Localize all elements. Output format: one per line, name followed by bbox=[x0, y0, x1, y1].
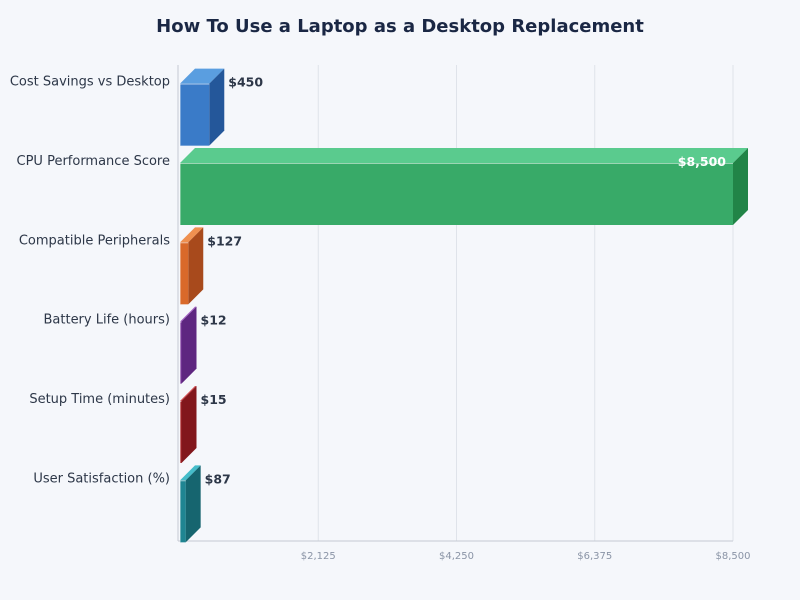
x-tick-label: $2,125 bbox=[301, 551, 336, 562]
x-tick-label: $6,375 bbox=[577, 551, 612, 562]
bar-5 bbox=[180, 465, 201, 543]
bar-top-face bbox=[180, 68, 225, 84]
bar-front-face bbox=[180, 480, 186, 543]
bar-top-face bbox=[180, 227, 204, 243]
category-label: Setup Time (minutes) bbox=[29, 392, 170, 407]
bar-front-face bbox=[180, 321, 182, 384]
category-label: Battery Life (hours) bbox=[43, 313, 170, 328]
bar-side-face bbox=[181, 386, 197, 463]
value-label: $450 bbox=[228, 75, 263, 90]
value-label: $15 bbox=[201, 392, 227, 407]
chart-title: How To Use a Laptop as a Desktop Replace… bbox=[156, 16, 644, 37]
bar-4 bbox=[180, 386, 197, 463]
bar-side-face bbox=[733, 148, 748, 225]
bar-front-face bbox=[180, 242, 189, 305]
category-label: User Satisfaction (%) bbox=[33, 471, 170, 486]
bar-1 bbox=[180, 148, 748, 225]
category-label: Cost Savings vs Desktop bbox=[10, 75, 170, 90]
bar-side-face bbox=[181, 306, 197, 384]
bar-2 bbox=[180, 227, 204, 305]
bar-top-face bbox=[180, 386, 197, 401]
bar-front-face bbox=[180, 401, 182, 463]
bar-side-face bbox=[185, 465, 201, 543]
value-label: $8,500 bbox=[678, 154, 727, 169]
bar-front-face bbox=[180, 83, 210, 146]
category-label: Compatible Peripherals bbox=[19, 233, 170, 248]
category-label: CPU Performance Score bbox=[17, 154, 171, 169]
bar-0 bbox=[180, 68, 225, 146]
bar-side-face bbox=[209, 68, 225, 146]
x-tick-label: $8,500 bbox=[716, 551, 751, 562]
bar-side-face bbox=[188, 227, 204, 305]
bar-top-face bbox=[180, 306, 197, 322]
x-tick-label: $4,250 bbox=[439, 551, 474, 562]
value-label: $127 bbox=[207, 233, 242, 248]
bar-top-face bbox=[180, 148, 748, 163]
value-label: $12 bbox=[201, 313, 227, 328]
bar-3 bbox=[180, 306, 197, 384]
value-label: $87 bbox=[205, 471, 231, 486]
bar-top-face bbox=[180, 465, 201, 481]
bar-front-face bbox=[180, 163, 733, 225]
